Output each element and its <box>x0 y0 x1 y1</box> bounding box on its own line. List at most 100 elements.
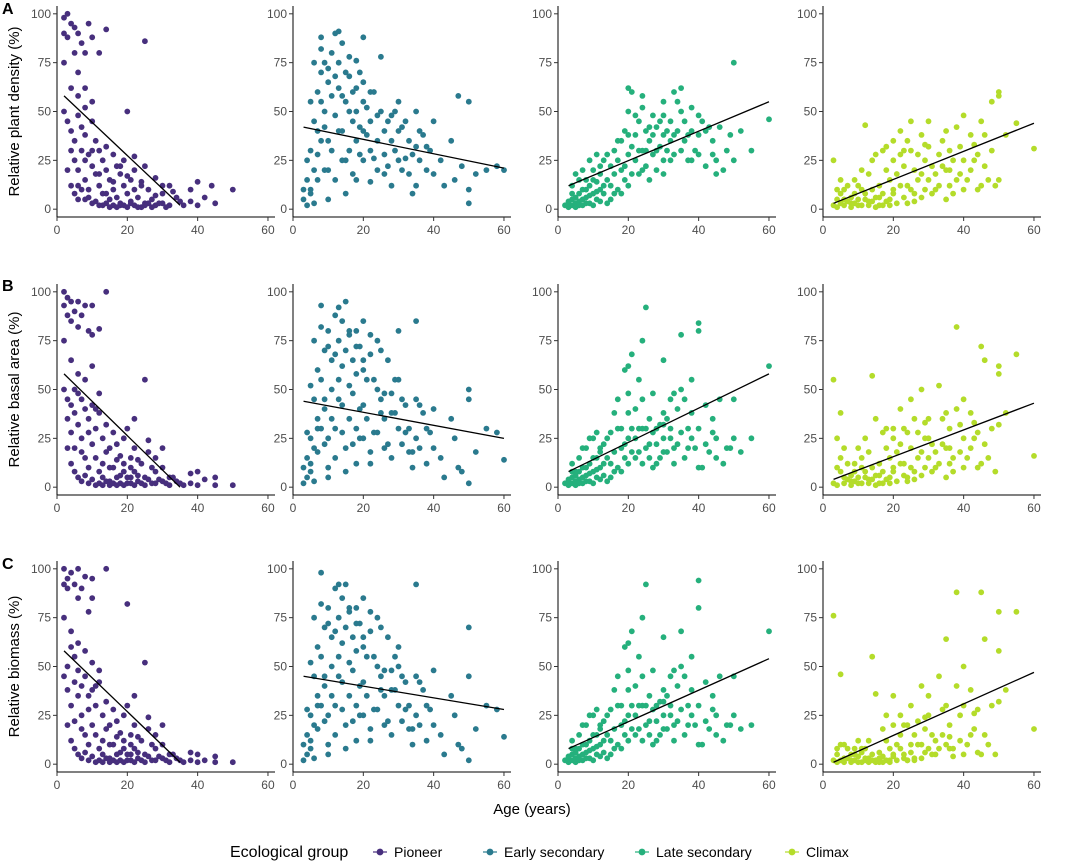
data-point <box>834 745 840 752</box>
data-point <box>618 468 625 475</box>
data-point <box>929 732 935 738</box>
data-point <box>127 200 134 207</box>
data-point <box>702 679 709 685</box>
data-point <box>901 147 907 154</box>
data-point <box>381 171 388 177</box>
data-point <box>625 108 632 115</box>
data-point <box>929 751 935 758</box>
data-point <box>68 147 74 154</box>
data-point <box>61 673 67 680</box>
data-point <box>420 687 426 693</box>
data-point <box>430 722 437 728</box>
data-point <box>85 706 92 713</box>
data-point <box>342 347 349 354</box>
data-point <box>194 759 201 766</box>
data-point <box>600 182 607 189</box>
data-point <box>68 569 74 576</box>
data-point <box>695 605 702 611</box>
data-point <box>68 737 74 744</box>
y-tick-label: 25 <box>274 708 288 722</box>
data-point <box>314 702 321 709</box>
data-point <box>64 118 71 125</box>
y-tick-label: 75 <box>539 56 553 70</box>
y-tick-label: 100 <box>267 285 287 299</box>
data-point <box>388 667 395 674</box>
data-point <box>378 396 384 403</box>
data-point <box>893 741 900 748</box>
data-point <box>89 302 96 309</box>
data-point <box>600 190 607 197</box>
data-point <box>766 363 772 369</box>
data-point <box>413 581 419 588</box>
data-point <box>893 171 900 177</box>
data-point <box>855 474 862 481</box>
data-point <box>177 198 184 205</box>
data-point <box>932 737 939 744</box>
data-point <box>325 474 332 481</box>
data-point <box>363 692 370 699</box>
data-point <box>636 118 642 125</box>
data-point <box>992 182 999 189</box>
data-point <box>159 190 166 197</box>
data-point <box>120 202 127 209</box>
data-point <box>353 85 360 91</box>
data-point <box>978 589 985 596</box>
y-tick-label: 0 <box>44 480 51 494</box>
data-point <box>974 186 981 193</box>
data-point <box>593 743 600 750</box>
data-point <box>335 673 342 680</box>
data-point <box>346 53 353 60</box>
y-tick-label: 0 <box>810 757 817 771</box>
data-point <box>353 137 360 144</box>
data-point <box>869 198 876 205</box>
data-point <box>96 326 103 332</box>
trend-line <box>303 400 505 439</box>
data-point <box>89 476 96 483</box>
data-point <box>68 298 74 305</box>
data-point <box>653 718 660 725</box>
data-point <box>671 445 677 451</box>
data-point <box>85 20 92 27</box>
data-point <box>455 741 462 748</box>
panel-letter: A <box>2 1 14 18</box>
data-point <box>451 177 458 183</box>
data-point <box>378 673 384 680</box>
data-point <box>360 34 367 41</box>
data-point <box>89 722 96 728</box>
y-tick-label: 25 <box>274 431 288 445</box>
data-point <box>995 421 1002 428</box>
data-point <box>1013 608 1020 615</box>
legend-key-dot <box>486 848 494 856</box>
data-point <box>201 476 208 483</box>
x-tick-label: 40 <box>427 223 441 237</box>
data-point <box>304 751 310 758</box>
data-point <box>869 653 876 660</box>
data-point <box>636 376 642 383</box>
data-point <box>96 390 103 397</box>
data-point <box>681 137 688 144</box>
data-point <box>628 425 635 432</box>
data-point <box>872 151 879 158</box>
data-point <box>378 347 384 354</box>
data-point <box>978 460 985 467</box>
y-tick-label: 75 <box>539 611 553 625</box>
data-point <box>465 757 472 764</box>
data-point <box>688 653 695 660</box>
data-point <box>1013 351 1020 358</box>
data-point <box>960 186 967 193</box>
data-point <box>342 69 349 76</box>
data-point <box>936 182 942 189</box>
data-point <box>423 425 430 432</box>
data-point <box>131 722 138 728</box>
data-point <box>332 312 339 319</box>
data-point <box>646 732 653 738</box>
data-point <box>127 732 134 738</box>
data-point <box>893 478 900 485</box>
data-point <box>194 468 201 475</box>
data-point <box>883 476 890 483</box>
data-point <box>604 151 611 158</box>
data-point <box>929 190 935 197</box>
data-point <box>325 343 332 350</box>
data-point <box>890 157 897 164</box>
data-point <box>68 128 74 134</box>
